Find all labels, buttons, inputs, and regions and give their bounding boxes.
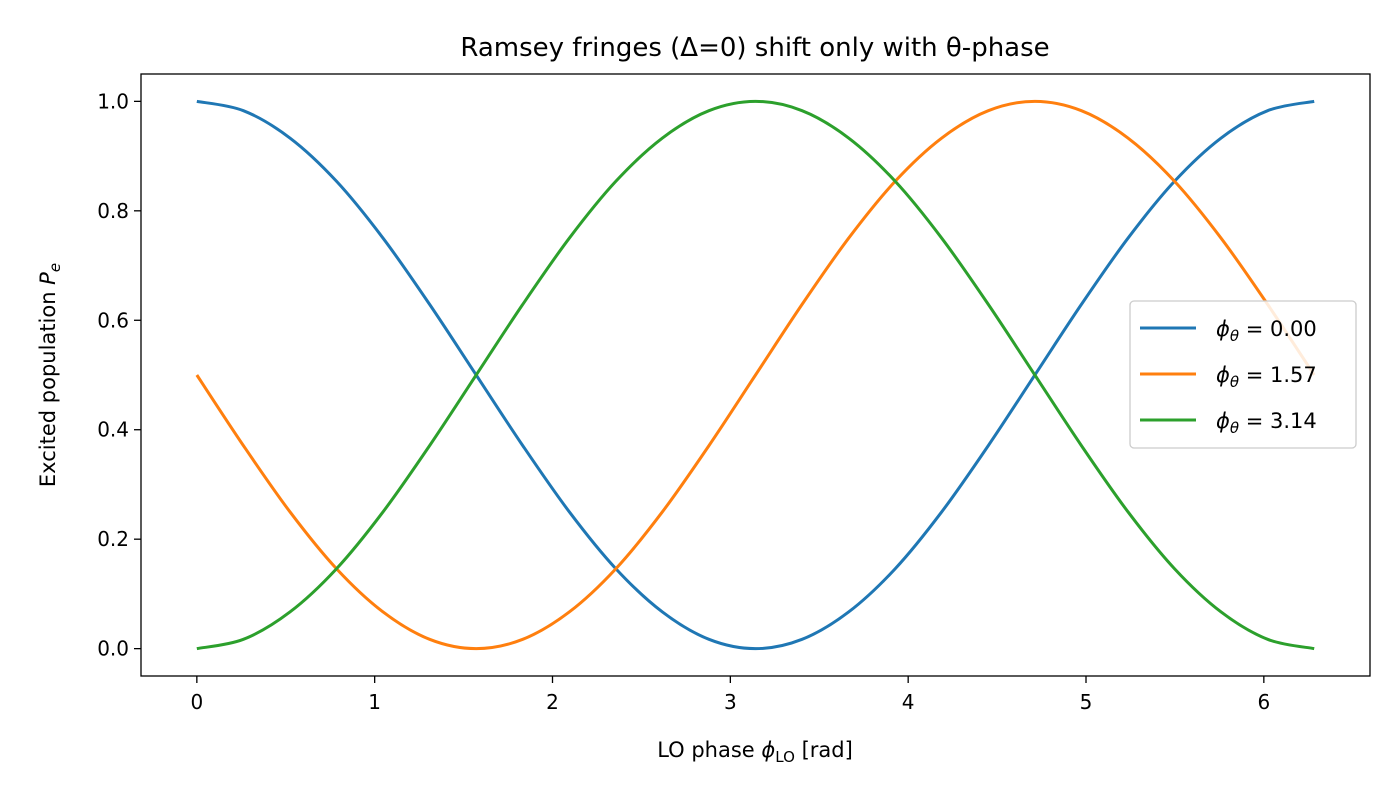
y-axis-ticks: 0.0 0.2 0.4 0.6 0.8 1.0 (97, 89, 141, 661)
y-tick-label: 0.2 (97, 527, 129, 551)
y-tick-label: 0.4 (97, 418, 129, 442)
y-tick-label: 1.0 (97, 89, 129, 113)
series-line-1 (195, 99, 1316, 651)
legend-value: = 3.14 (1239, 409, 1317, 433)
y-axis-label-main: Excited population (36, 285, 60, 487)
x-tick-label: 2 (546, 690, 559, 714)
legend-subscript: θ (1230, 327, 1239, 345)
x-axis-label: LO phase ϕLO [rad] (657, 738, 853, 766)
x-axis-label-symbol: ϕ (761, 738, 775, 762)
legend-symbol: ϕ (1216, 363, 1230, 387)
series-layer (195, 99, 1316, 651)
legend-subscript: θ (1230, 419, 1239, 437)
plot-area: 0 1 2 3 4 5 6 0.0 0.2 0.4 0.6 0.8 1.0 (97, 73, 1371, 714)
legend-label-1: ϕθ = 1.57 (1216, 363, 1317, 391)
legend-label-2: ϕθ = 3.14 (1216, 409, 1317, 437)
legend-box (1129, 300, 1357, 449)
y-axis-label-subscript: e (46, 263, 64, 272)
y-axis-label: Excited population Pe (36, 263, 64, 487)
legend-label-0: ϕθ = 0.00 (1216, 317, 1317, 345)
chart-title: Ramsey fringes (Δ=0) shift only with θ-p… (460, 33, 1049, 63)
y-tick-label: 0.8 (97, 199, 129, 223)
series-line-0 (196, 99, 1315, 651)
y-axis-label-symbol: P (36, 272, 60, 285)
legend-subscript: θ (1230, 373, 1239, 391)
plot-frame (140, 73, 1371, 677)
x-tick-label: 5 (1080, 690, 1093, 714)
legend-value: = 1.57 (1239, 363, 1317, 387)
legend-value: = 0.00 (1239, 317, 1317, 341)
x-axis-label-subscript: LO (775, 748, 795, 766)
series-line-2 (196, 99, 1315, 651)
x-axis-label-main: LO phase (657, 738, 761, 762)
legend-symbol: ϕ (1216, 317, 1230, 341)
y-tick-label: 0.0 (97, 637, 129, 661)
x-tick-label: 4 (902, 690, 915, 714)
x-axis-ticks: 0 1 2 3 4 5 6 (190, 676, 1270, 714)
y-tick-label: 0.6 (97, 308, 129, 332)
x-axis-label-unit: [rad] (795, 738, 853, 762)
x-tick-label: 1 (368, 690, 381, 714)
x-tick-label: 3 (724, 690, 737, 714)
legend-symbol: ϕ (1216, 409, 1230, 433)
x-tick-label: 0 (190, 690, 203, 714)
x-tick-label: 6 (1257, 690, 1270, 714)
